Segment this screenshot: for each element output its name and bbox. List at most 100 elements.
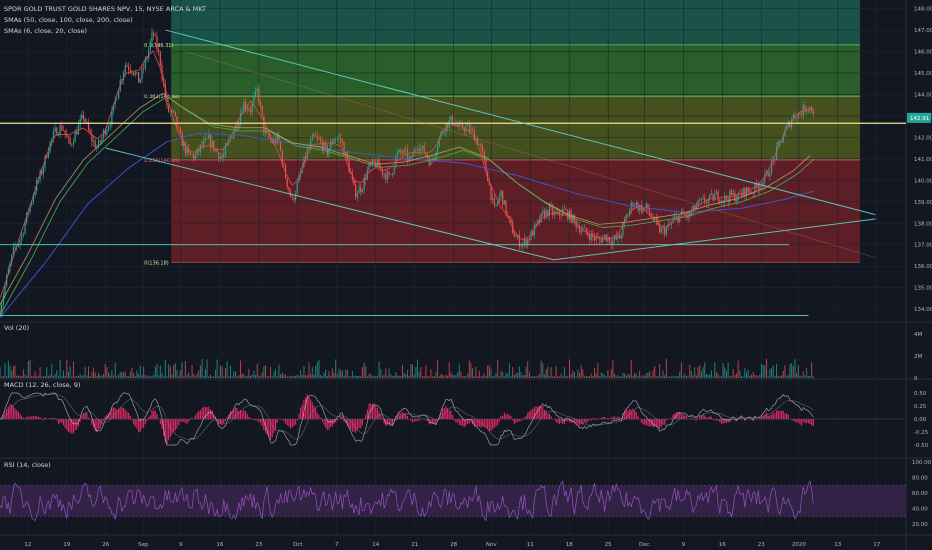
volume-bar [236,376,238,378]
macd-histogram-bar [797,419,799,423]
macd-histogram-bar [118,408,120,420]
volume-bar [457,372,459,378]
volume-bar [255,374,257,378]
candle-body [283,164,285,165]
volume-bar [62,370,64,378]
macd-histogram-bar [659,419,661,429]
macd-histogram-bar [194,415,196,420]
volume-bar [154,366,156,378]
macd-histogram-bar [492,419,494,430]
candle-body [490,184,492,200]
rsi-panel[interactable] [0,480,906,522]
volume-bar [804,375,806,378]
volume-bar [463,375,465,378]
macd-histogram-bar [96,419,98,433]
candle-body [560,215,562,217]
volume-bar [433,376,435,378]
volume-bar [9,365,11,378]
volume-bar [650,376,652,378]
macd-histogram-bar [248,416,250,420]
volume-bar [77,375,79,378]
macd-histogram-bar [426,419,429,421]
macd-histogram-bar [802,419,804,423]
macd-histogram-bar [657,419,659,428]
volume-bar [662,370,664,378]
volume-bar [191,365,193,378]
volume-bar [543,374,545,378]
volume-bar [477,376,479,378]
macd-histogram-bar [82,413,85,420]
macd-histogram-bar [138,419,140,433]
macd-histogram-bar [331,419,333,427]
macd-histogram-bar [435,419,437,425]
macd-histogram-bar [380,414,382,420]
macd-histogram-bar [128,412,130,420]
candle-body [602,237,604,243]
macd-histogram-bar [577,419,579,425]
macd-histogram-bar [184,419,186,424]
macd-histogram-bar [545,410,547,420]
price-panel[interactable] [0,28,906,319]
candle-body [241,112,243,114]
macd-histogram-bar [510,416,512,420]
macd-histogram-bar [483,419,485,427]
volume-bar [624,373,626,378]
rsi-axis-tick: 40.00 [912,507,928,513]
candle-body [186,147,188,154]
volume-panel[interactable] [0,358,814,378]
volume-bar [36,376,38,378]
macd-histogram-bar [343,419,345,422]
volume-bar [206,359,208,378]
macd-histogram-bar [553,419,556,420]
volume-bar [61,376,63,378]
macd-histogram-bar [221,419,223,426]
candle-body [52,131,55,139]
volume-bar [635,373,637,378]
candle-body [680,211,682,216]
volume-bar [682,376,684,378]
candle-body [331,141,333,144]
macd-histogram-bar [348,419,350,428]
macd-histogram-bar [592,418,594,420]
fibonacci-retracement[interactable]: 0.5(146.31)0.382(143.92)0.236(140.95)0(1… [144,0,861,266]
candle-body [740,193,743,196]
volume-bar [166,376,168,378]
macd-panel[interactable] [0,392,906,446]
volume-bar [86,375,88,378]
candle-body [333,139,335,144]
candle-body [391,173,394,175]
volume-bar [138,374,140,378]
macd-histogram-bar [109,411,111,420]
volume-bar [158,375,160,378]
candle-body [251,102,253,113]
candle-body [276,135,278,144]
volume-bar [806,368,808,378]
candle-body [253,96,255,103]
volume-bar [136,370,138,378]
candle-body [456,124,459,127]
candle-body [500,190,502,197]
candle-body [488,181,490,185]
volume-bar [732,369,734,378]
time-axis-tick: Oct [293,542,303,548]
macd-histogram-bar [113,407,115,420]
volume-bar [295,375,297,378]
macd-histogram-bar [405,413,407,420]
macd-histogram-bar [709,416,711,420]
macd-histogram-bar [799,419,801,425]
macd-histogram-bar [664,419,666,424]
price-axis-tick: 136.00 [914,264,932,270]
volume-bar [784,365,786,378]
candle-body [358,187,360,194]
candle-body [600,239,602,243]
macd-histogram-bar [263,419,265,431]
chart-title: SPDR GOLD TRUST GOLD SHARES NPV, 15, NYS… [4,5,206,13]
candle-body [764,173,766,182]
volume-bar [261,372,263,378]
volume-bar [403,372,405,378]
time-axis-tick: 9 [682,542,686,548]
macd-histogram-bar [223,419,225,423]
volume-bar [644,376,646,378]
macd-histogram-bar [482,419,484,427]
